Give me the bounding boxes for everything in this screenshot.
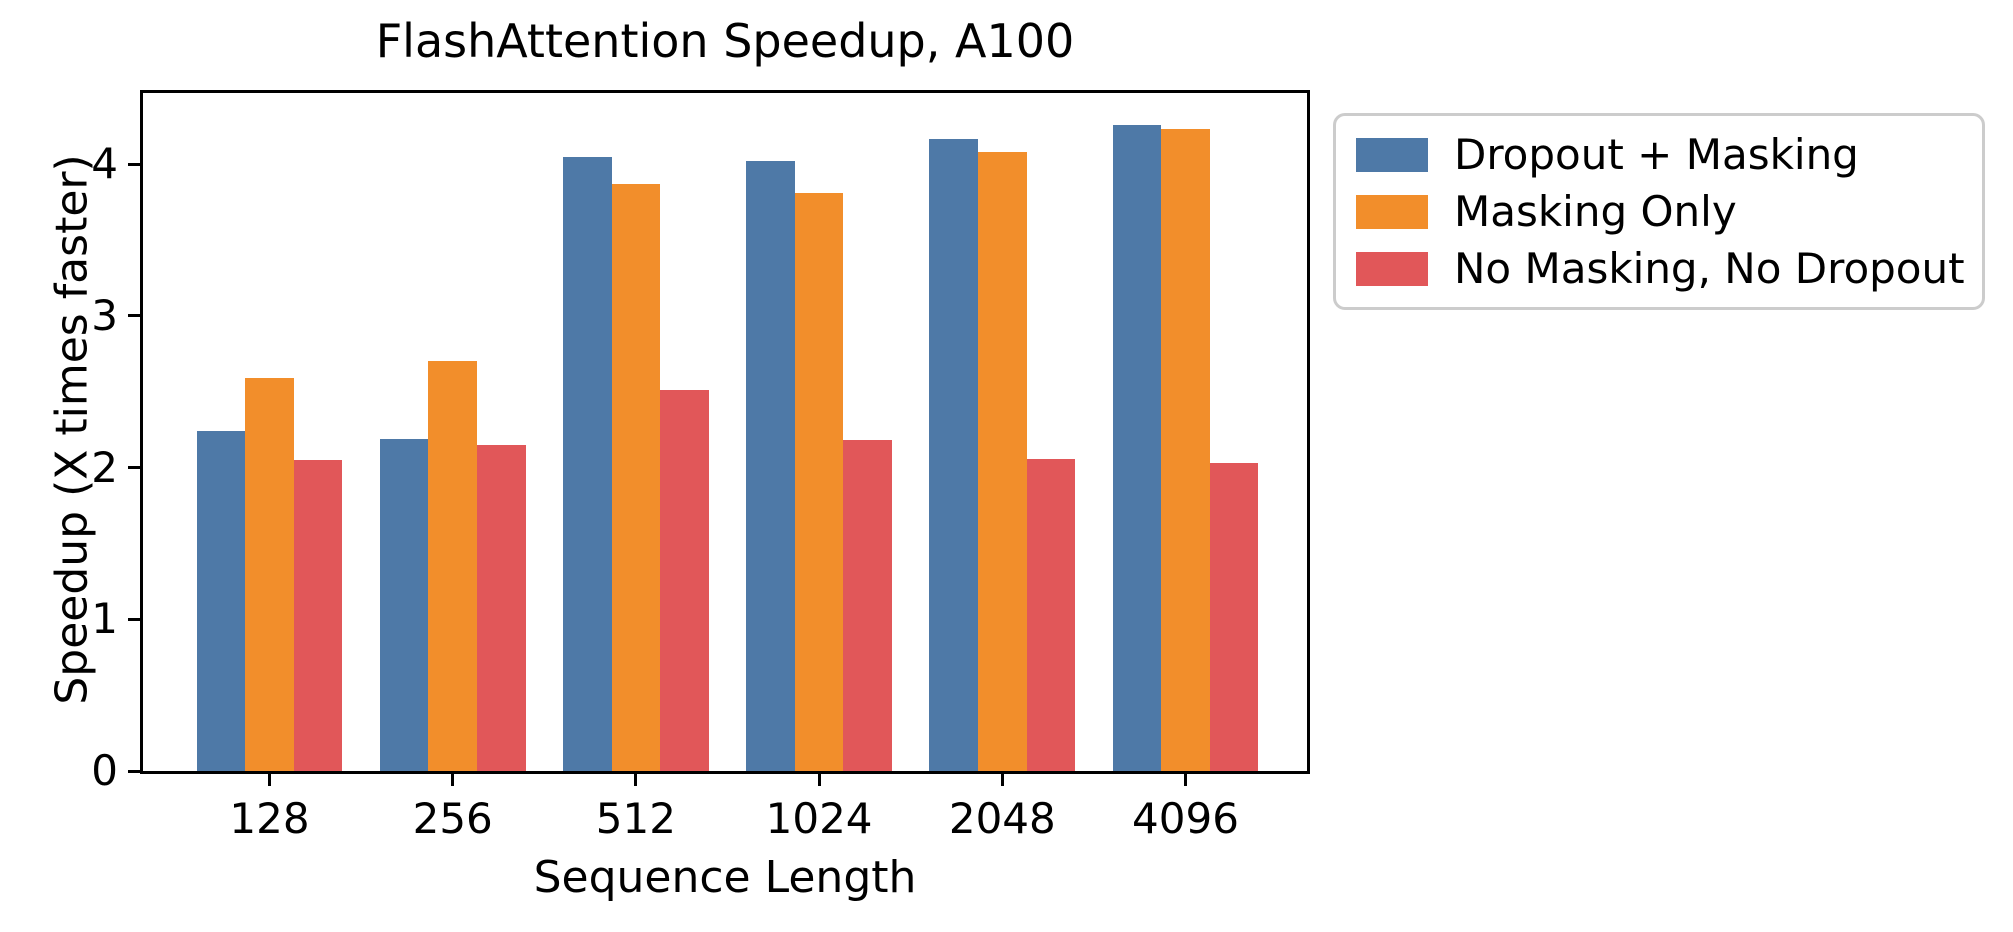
x-axis-label: Sequence Length bbox=[533, 852, 917, 903]
bar-no-masking-no-dropout-2048 bbox=[1026, 458, 1076, 771]
x-tick-label-128: 128 bbox=[229, 794, 310, 843]
x-tick-label-256: 256 bbox=[412, 794, 493, 843]
y-tick-mark-4 bbox=[128, 162, 140, 166]
y-tick-label-3: 3 bbox=[91, 290, 118, 340]
bar-dropout-masking-256 bbox=[379, 438, 429, 771]
x-tick-label-4096: 4096 bbox=[1132, 794, 1239, 843]
bar-masking-only-256 bbox=[428, 361, 477, 771]
x-tick-mark-1024 bbox=[817, 774, 821, 786]
x-tick-mark-4096 bbox=[1184, 774, 1187, 786]
legend: Dropout + Masking Masking Only No Masking,… bbox=[1333, 113, 1985, 310]
bar-no-masking-no-dropout-256 bbox=[477, 444, 526, 771]
y-tick-mark-2 bbox=[128, 466, 140, 470]
y-tick-mark-3 bbox=[128, 314, 140, 318]
legend-swatch-icon bbox=[1356, 194, 1428, 229]
x-tick-label-1024: 1024 bbox=[765, 794, 873, 843]
bar-dropout-masking-2048 bbox=[929, 138, 978, 771]
bar-no-masking-no-dropout-512 bbox=[660, 390, 709, 771]
bar-masking-only-128 bbox=[245, 378, 294, 771]
legend-swatch-icon bbox=[1356, 251, 1428, 286]
bar-masking-only-2048 bbox=[978, 152, 1027, 771]
y-tick-label-1: 1 bbox=[91, 594, 118, 644]
x-tick-label-2048: 2048 bbox=[948, 794, 1056, 843]
y-tick-label-0: 0 bbox=[91, 746, 118, 795]
x-tick-mark-2048 bbox=[1000, 774, 1004, 786]
legend-item: Masking Only bbox=[1336, 186, 1982, 236]
x-tick-mark-256 bbox=[451, 774, 455, 786]
x-tick-label-512: 512 bbox=[595, 794, 676, 843]
legend-label: No Masking, No Dropout bbox=[1454, 243, 1965, 293]
y-tick-label-4: 4 bbox=[91, 139, 118, 189]
bar-dropout-masking-1024 bbox=[746, 161, 795, 771]
x-tick-mark-128 bbox=[268, 774, 271, 786]
legend-swatch-icon bbox=[1356, 137, 1428, 172]
bar-no-masking-no-dropout-128 bbox=[293, 460, 343, 771]
legend-item: Dropout + Masking bbox=[1336, 129, 1982, 179]
bar-dropout-masking-4096 bbox=[1112, 124, 1162, 771]
y-tick-mark-0 bbox=[128, 769, 140, 773]
bar-no-masking-no-dropout-4096 bbox=[1209, 463, 1259, 771]
bar-dropout-masking-128 bbox=[196, 431, 246, 771]
x-tick-mark-512 bbox=[634, 774, 638, 786]
y-tick-mark-1 bbox=[128, 617, 140, 621]
y-tick-label-2: 2 bbox=[91, 442, 118, 492]
bar-masking-only-512 bbox=[611, 184, 661, 771]
bar-dropout-masking-512 bbox=[563, 156, 612, 771]
bar-masking-only-4096 bbox=[1161, 129, 1210, 771]
legend-item: No Masking, No Dropout bbox=[1336, 243, 1982, 293]
legend-label: Dropout + Masking bbox=[1454, 129, 1859, 179]
bar-no-masking-no-dropout-1024 bbox=[843, 440, 892, 771]
chart-title: FlashAttention Speedup, A100 bbox=[375, 14, 1075, 68]
legend-label: Masking Only bbox=[1454, 186, 1737, 236]
bar-masking-only-1024 bbox=[794, 193, 844, 771]
